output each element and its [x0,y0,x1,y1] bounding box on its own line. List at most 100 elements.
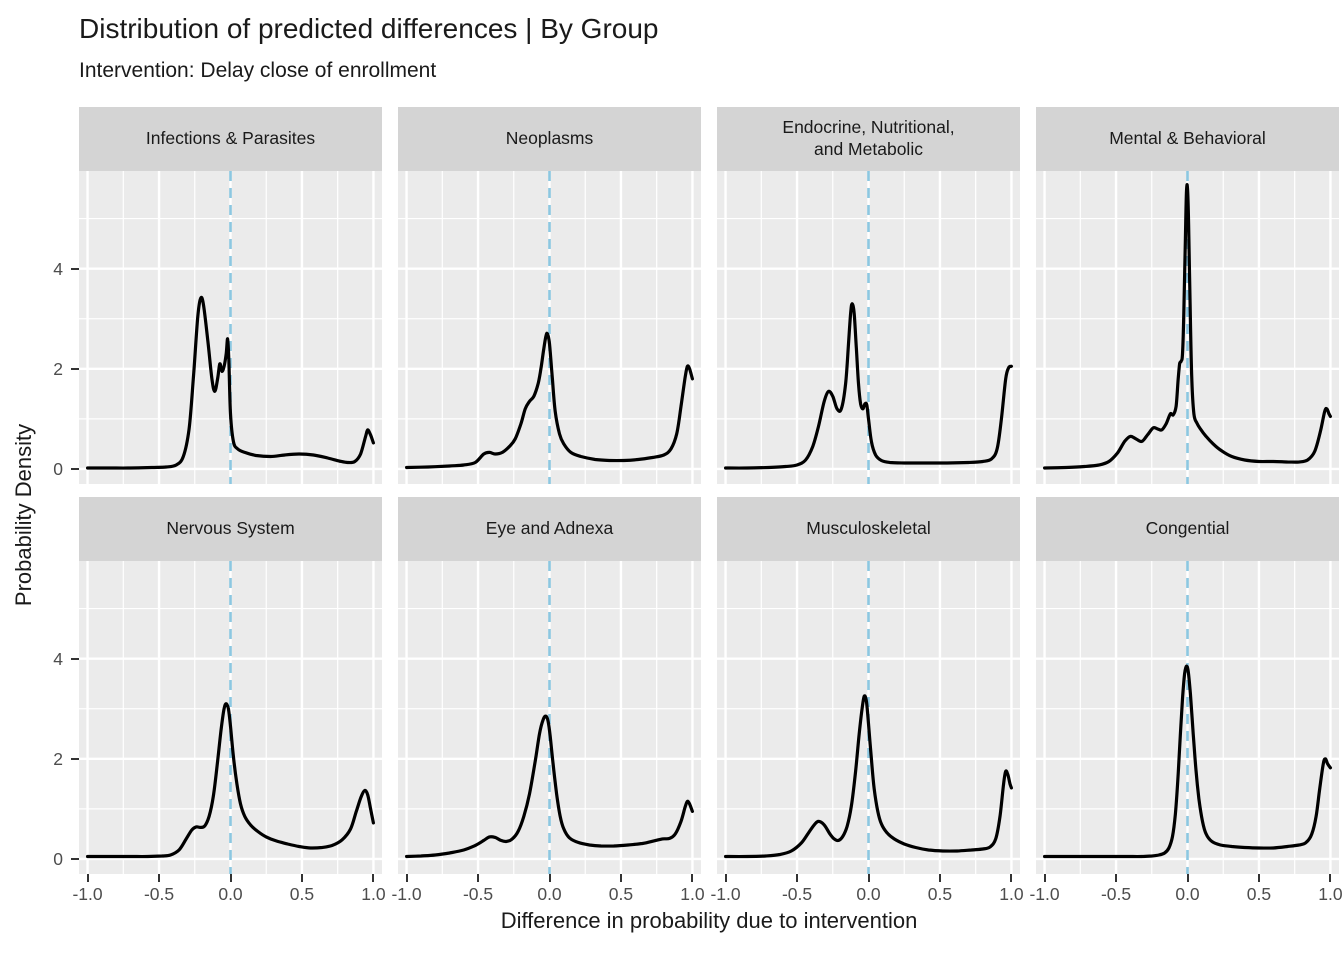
y-axis: 0 2 4 [0,561,79,874]
x-tick-label: -1.0 [710,884,741,904]
y-tick-mark [71,467,79,470]
facet-strip-label: Infections & Parasites [145,128,316,149]
x-tick-mark [477,874,480,882]
density-plot [1036,171,1339,484]
facet-strip: Congential [1036,497,1339,561]
facet-strip-label: Eye and Adnexa [485,518,614,539]
facet-panel [1036,171,1339,484]
facet-musculoskeletal: Musculoskeletal -1.0 -0.5 0.0 0.5 1.0 [710,497,1024,910]
facet-strip: Infections & Parasites [79,107,382,171]
x-tick-mark [619,874,622,882]
y-tick-label: 4 [53,648,63,669]
y-tick-mark [71,267,79,270]
facet-eye-and-adnexa: Eye and Adnexa -1.0 -0.5 0.0 0.5 1.0 [391,497,705,910]
density-curve [724,694,1013,859]
x-tick-label: 0.0 [537,884,562,904]
y-tick-mark [71,757,79,760]
x-tick-label: -1.0 [72,884,103,904]
x-tick-label: -0.5 [462,884,494,904]
facet-mental-behavioral: Mental & Behavioral [1036,107,1339,484]
x-tick-mark [300,874,303,882]
facet-infections-parasites: Infections & Parasites [79,107,382,484]
facet-row-2: 0 2 4 Nervous System -1.0 -0.5 0.0 0.5 1.0 Eye an… [53,497,1344,910]
x-axis-title: Difference in probability due to interve… [500,908,918,933]
x-tick-mark [1010,874,1013,882]
x-axis: -1.0 -0.5 0.0 0.5 1.0 [391,874,705,910]
x-tick-mark [86,874,89,882]
y-tick-label: 2 [53,358,63,379]
density-plot [1036,561,1339,874]
y-tick-mark [71,367,79,370]
density-curve [724,302,1013,470]
chart-title: Distribution of predicted differences | … [79,13,659,44]
facet-strip-label: Neoplasms [505,128,594,149]
facet-strip: Mental & Behavioral [1036,107,1339,171]
x-tick-label: 0.5 [289,884,315,904]
x-tick-label: -1.0 [1029,884,1060,904]
facet-panel [79,561,382,874]
facet-strip-label: Mental & Behavioral [1109,128,1266,149]
density-plot [717,171,1020,484]
x-tick-label: 0.0 [218,884,243,904]
facet-strip: Eye and Adnexa [398,497,701,561]
x-tick-label: 1.0 [680,884,705,904]
density-curve [1043,664,1332,859]
facet-congential: Congential -1.0 -0.5 0.0 0.5 1.0 [1029,497,1343,910]
density-curve [86,702,375,859]
x-tick-mark [372,874,375,882]
facet-strip: Musculoskeletal [717,497,1020,561]
x-axis: -1.0 -0.5 0.0 0.5 1.0 [1029,874,1343,910]
y-tick-label: 0 [53,848,63,869]
x-tick-mark [1186,874,1189,882]
x-tick-mark [691,874,694,882]
facet-strip: Neoplasms [398,107,701,171]
x-tick-mark [796,874,799,882]
x-tick-label: 0.5 [1246,884,1272,904]
facet-panel [79,171,382,484]
x-tick-mark [1043,874,1046,882]
density-plot [398,561,701,874]
facet-strip-label: Congential [1145,518,1230,539]
facet-endocrine-nutritional-and-metabolic: Endocrine, Nutritional, and Metabolic [717,107,1020,484]
x-tick-label: -0.5 [143,884,175,904]
x-tick-label: 1.0 [999,884,1024,904]
facet-strip-label: Musculoskeletal [806,518,931,539]
y-tick-mark [71,657,79,660]
x-tick-mark [405,874,408,882]
x-tick-mark [158,874,161,882]
facet-panel [1036,561,1339,874]
x-axis: -1.0 -0.5 0.0 0.5 1.0 [72,874,386,910]
y-tick-label: 2 [53,748,63,769]
facet-panel [717,561,1020,874]
facet-panel [717,171,1020,484]
density-plot [79,561,382,874]
density-plot [398,171,701,484]
x-tick-mark [938,874,941,882]
density-curve [405,714,694,859]
x-tick-label: 0.0 [856,884,881,904]
y-axis: 0 2 4 [0,171,79,484]
x-tick-label: 0.5 [608,884,634,904]
chart-subtitle: Intervention: Delay close of enrollment [79,59,437,82]
x-tick-label: 0.0 [1175,884,1200,904]
x-tick-mark [867,874,870,882]
facet-grid: 0 2 4 Infections & Parasites Neoplasms Endocr… [0,107,1344,910]
x-tick-mark [1329,874,1332,882]
facet-row-1: 0 2 4 Infections & Parasites Neoplasms Endocr… [53,107,1344,484]
x-tick-mark [548,874,551,882]
x-axis: -1.0 -0.5 0.0 0.5 1.0 [710,874,1024,910]
y-tick-mark [71,857,79,860]
y-tick-label: 0 [53,458,63,479]
density-curve [86,295,375,470]
x-tick-label: 1.0 [361,884,386,904]
x-tick-mark [724,874,727,882]
y-tick-label: 4 [53,258,63,279]
x-tick-mark [1257,874,1260,882]
x-tick-mark [1115,874,1118,882]
x-tick-label: -1.0 [391,884,422,904]
density-curve [405,331,694,470]
facet-panel [398,171,701,484]
x-tick-label: -0.5 [1100,884,1132,904]
density-plot [717,561,1020,874]
